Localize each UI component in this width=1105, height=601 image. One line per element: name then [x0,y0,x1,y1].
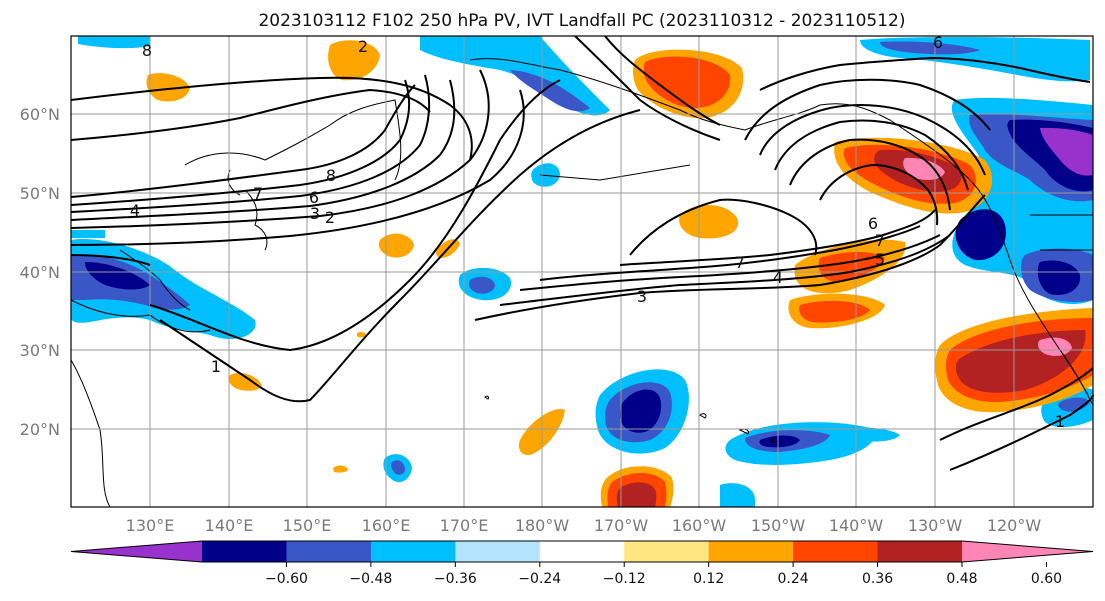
colorbar-tick-label: −0.24 [518,571,561,587]
contour-label: 7 [253,184,263,203]
contour-label: 1 [211,357,221,376]
colorbar-extend-max [962,541,1093,562]
colorbar-tick-label: −0.36 [434,571,477,587]
colorbar-tick-label: 0.36 [862,571,893,587]
contour-label: 7 [875,231,885,250]
colorbar-segment [286,541,372,562]
longitude-labels: 130°E 140°E 150°E 160°E 170°E 180°W 170°… [126,516,1042,535]
contour-label: 8 [142,41,152,60]
map-frame [70,35,1094,508]
contour-label: 1 [1055,412,1065,431]
contour-label: 4 [773,268,783,287]
colorbar-tick-label: 0.48 [946,571,977,587]
colorbar-extend-min [71,541,202,562]
colorbar: −0.60 −0.48 −0.36 −0.24 −0.12 0.12 0.24 0.36 0.4… [70,540,1094,587]
colorbar-outline [70,540,1094,563]
lat-label: 20°N [20,420,60,439]
colorbar-tick-label: 0.60 [1031,571,1062,587]
colorbar-tick-label: −0.60 [265,571,308,587]
contour-label: 7 [735,253,745,272]
colorbar-segment [370,541,456,562]
colorbar-tick-label: −0.48 [349,571,392,587]
colorbar-tick-label: 0.24 [778,571,809,587]
positive-anomaly-fill [146,40,1093,507]
colorbar-segment [877,541,963,562]
negative-anomaly-fill [71,36,1093,507]
colorbar-segment [793,541,879,562]
lat-label: 50°N [20,184,60,203]
lon-label: 140°W [829,516,884,535]
lon-label: 180°W [515,516,570,535]
lon-label: 140°E [205,516,254,535]
contour-label: 6 [309,188,319,207]
colorbar-tick-label: 0.12 [693,571,724,587]
lon-label: 170°E [440,516,489,535]
lon-label: 170°W [594,516,649,535]
colorbar-segment [708,541,794,562]
colorbar-segment [539,541,625,562]
contour-label: 3 [310,204,320,223]
contour-label: 2 [358,37,368,56]
colorbar-segment [624,541,710,562]
latitude-labels: 60°N 50°N 40°N 30°N 20°N [20,105,60,439]
figure-title: 2023103112 F102 250 hPa PV, IVT Landfall… [258,11,905,31]
contour-label: 2 [325,208,335,227]
contour-labels: 8 2 7 6 4 3 2 8 6 7 5 6 7 4 3 1 1 [130,33,1065,431]
lat-label: 60°N [20,105,60,124]
contour-label: 4 [130,201,140,220]
graticule [71,36,1093,507]
lat-label: 30°N [20,341,60,360]
ivt-shading [71,36,1093,507]
contour-label: 5 [875,250,885,269]
colorbar-segment [202,541,287,562]
lat-label: 40°N [20,263,60,282]
contour-label: 6 [933,33,943,52]
lon-label: 130°E [126,516,175,535]
pv-contours [70,35,1094,471]
contour-label: 3 [637,287,647,306]
contour-label: 8 [326,166,336,185]
lon-label: 160°W [672,516,727,535]
colorbar-segment [455,541,541,562]
lon-label: 130°W [908,516,963,535]
contour-label: 6 [868,214,878,233]
lon-label: 160°E [362,516,411,535]
colorbar-tick-label: −0.12 [603,571,646,587]
lon-label: 150°E [283,516,332,535]
lon-label: 120°W [987,516,1042,535]
lon-label: 150°W [751,516,806,535]
